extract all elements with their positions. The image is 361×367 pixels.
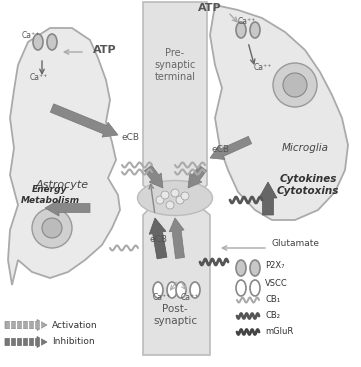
Text: Microglia: Microglia [282,143,329,153]
Ellipse shape [153,282,163,298]
Text: Ca⁺⁺: Ca⁺⁺ [22,30,40,40]
Ellipse shape [250,22,260,38]
Circle shape [166,201,174,209]
Ellipse shape [176,282,186,298]
Text: mGluR: mGluR [265,327,293,337]
FancyArrow shape [210,137,252,160]
Text: Cytokines
Cytotoxins: Cytokines Cytotoxins [277,174,339,196]
FancyArrow shape [144,165,163,188]
Text: CB₁: CB₁ [265,295,280,305]
Ellipse shape [236,22,246,38]
Circle shape [32,208,72,248]
FancyArrow shape [50,104,118,137]
FancyArrow shape [5,337,47,348]
Ellipse shape [190,282,200,298]
Circle shape [42,218,62,238]
Text: Ca⁺⁺: Ca⁺⁺ [181,294,199,302]
FancyArrow shape [149,218,167,259]
Text: CB₂: CB₂ [265,312,280,320]
Circle shape [176,196,184,204]
Text: Post-
synaptic: Post- synaptic [153,304,197,326]
Text: P2X₇: P2X₇ [265,262,284,270]
Text: Activation: Activation [52,320,97,330]
Ellipse shape [167,282,177,298]
FancyArrow shape [45,200,90,216]
Text: eCB: eCB [122,134,140,142]
Text: VSCC: VSCC [265,280,288,288]
Text: Ca⁺⁺: Ca⁺⁺ [30,73,48,83]
Ellipse shape [47,34,57,50]
Ellipse shape [138,181,213,215]
Text: eCB: eCB [150,236,168,244]
Circle shape [181,192,189,200]
FancyArrow shape [5,320,47,331]
Ellipse shape [33,34,43,50]
FancyArrow shape [188,165,206,188]
Circle shape [156,196,164,204]
Text: Astrocyte: Astrocyte [35,180,88,190]
Circle shape [161,191,169,199]
Polygon shape [143,2,207,210]
Ellipse shape [236,280,246,296]
Polygon shape [210,5,348,220]
Text: Glutamate: Glutamate [272,240,320,248]
Text: ATP: ATP [93,45,117,55]
Text: ATP: ATP [198,3,222,13]
Text: Pre-
synaptic
terminal: Pre- synaptic terminal [154,48,196,81]
Ellipse shape [250,280,260,296]
Ellipse shape [250,260,260,276]
Text: Energy
Metabolism: Energy Metabolism [21,185,79,205]
FancyArrow shape [169,218,184,259]
Circle shape [283,73,307,97]
Text: eCB: eCB [212,145,230,155]
Text: Ca⁺⁺: Ca⁺⁺ [238,18,256,26]
Polygon shape [143,200,210,355]
FancyArrow shape [259,182,277,215]
Circle shape [171,189,179,197]
Text: Ca⁺⁺: Ca⁺⁺ [254,63,272,73]
Polygon shape [8,28,120,285]
Circle shape [273,63,317,107]
Text: Inhibition: Inhibition [52,338,95,346]
Text: Ca⁺⁺: Ca⁺⁺ [153,294,171,302]
Ellipse shape [236,260,246,276]
